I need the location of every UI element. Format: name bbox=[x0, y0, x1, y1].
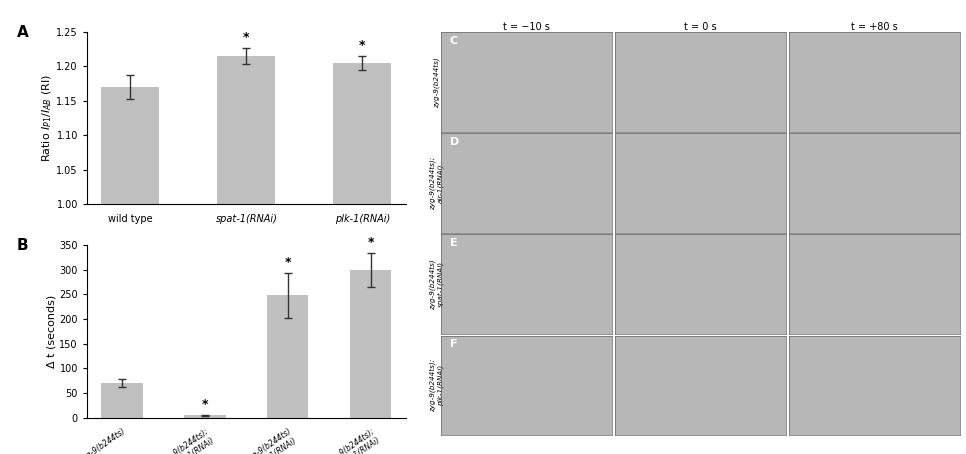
Text: E: E bbox=[449, 238, 457, 248]
Y-axis label: zyg-9(b244ts): zyg-9(b244ts) bbox=[434, 57, 440, 108]
Y-axis label: Ratio $I_{P1}/I_{AB}$ (RI): Ratio $I_{P1}/I_{AB}$ (RI) bbox=[40, 74, 53, 162]
Text: C: C bbox=[449, 36, 458, 46]
Bar bbox=[101, 383, 143, 418]
Bar bbox=[267, 296, 308, 418]
Title: t = +80 s: t = +80 s bbox=[851, 22, 897, 32]
Text: *: * bbox=[243, 31, 249, 44]
Y-axis label: Δ t (seconds): Δ t (seconds) bbox=[46, 295, 56, 368]
Text: B: B bbox=[16, 238, 28, 253]
Bar bbox=[185, 415, 226, 418]
Text: *: * bbox=[202, 398, 209, 411]
Bar bbox=[350, 270, 391, 418]
Bar bbox=[101, 87, 159, 454]
Title: t = 0 s: t = 0 s bbox=[684, 22, 717, 32]
Text: D: D bbox=[449, 138, 459, 148]
Text: *: * bbox=[367, 236, 374, 249]
Text: F: F bbox=[449, 340, 457, 350]
Text: *: * bbox=[284, 257, 291, 269]
Y-axis label: zyg-9(b244ts)
spat-1(RNAi): zyg-9(b244ts) spat-1(RNAi) bbox=[430, 259, 444, 310]
Title: t = −10 s: t = −10 s bbox=[503, 22, 550, 32]
Bar bbox=[217, 56, 275, 454]
Bar bbox=[333, 63, 391, 454]
Text: A: A bbox=[16, 25, 29, 40]
Y-axis label: zyg-9(b244ts);
air-1(RNAi): zyg-9(b244ts); air-1(RNAi) bbox=[430, 157, 443, 210]
Y-axis label: zyg-9(b244ts);
plk-1(RNAi): zyg-9(b244ts); plk-1(RNAi) bbox=[430, 359, 443, 412]
Text: *: * bbox=[359, 39, 365, 53]
